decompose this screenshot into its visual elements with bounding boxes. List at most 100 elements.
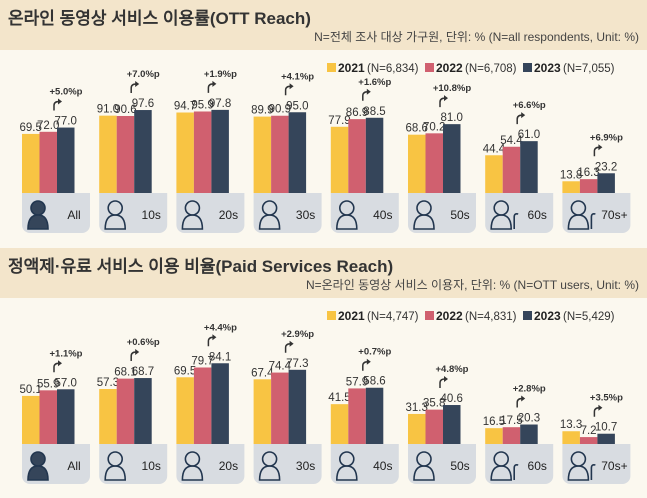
data-label: 57.3 <box>97 377 119 389</box>
category-label: 40s <box>373 459 392 473</box>
legend-swatch <box>327 63 336 72</box>
bar-2021 <box>485 155 503 193</box>
category-box <box>330 444 399 484</box>
category-box <box>485 444 554 484</box>
change-label: +1.6%p <box>358 77 391 88</box>
data-label: 7.2 <box>581 425 597 437</box>
data-label: 69.5 <box>20 122 42 134</box>
category-box <box>562 444 631 484</box>
bar-2022 <box>39 131 57 193</box>
change-arrowhead-icon <box>366 358 371 365</box>
data-label: 23.2 <box>595 161 617 173</box>
bar-2022 <box>579 437 598 444</box>
category-box <box>408 193 476 233</box>
icon-body <box>335 214 358 230</box>
icon-body <box>335 465 358 481</box>
icon-head <box>30 200 46 216</box>
change-arrowhead-icon <box>289 83 294 90</box>
legend-swatch <box>523 63 532 72</box>
data-label: 81.0 <box>441 112 463 124</box>
data-label: 50.1 <box>20 384 42 396</box>
data-label: 97.6 <box>132 98 154 110</box>
category-label: 30s <box>296 208 315 222</box>
change-arrowhead-icon <box>598 144 603 151</box>
bar-2021 <box>22 133 40 193</box>
change-arrowhead-icon <box>212 80 217 87</box>
data-label: 54.4 <box>500 135 523 147</box>
data-label: 17.5 <box>500 415 522 427</box>
legend-n: (N=4,831) <box>465 311 517 323</box>
legend-swatch <box>327 311 336 320</box>
legend-n: (N=6,708) <box>465 63 517 75</box>
change-arrowhead-icon <box>366 88 371 95</box>
data-label: 84.1 <box>209 351 231 363</box>
bar-2021 <box>485 428 503 444</box>
category-label: 10s <box>142 459 161 473</box>
data-label: 61.0 <box>518 129 540 141</box>
category-group-70s+: 70s+ 13.37.210.7 +3.5%p <box>560 393 631 484</box>
data-label: 55.9 <box>37 378 59 390</box>
category-label: 70s+ <box>601 208 627 222</box>
ott-reach-panel: 온라인 동영상 서비스 이용률(OTT Reach) N=전체 조사 대상 가구… <box>0 0 647 248</box>
bar-2021 <box>176 377 194 444</box>
change-arrowhead-icon <box>135 349 140 356</box>
category-group-All: All 69.572.077.0 +5.0%p <box>20 87 90 233</box>
change-arrowhead-icon <box>212 334 217 341</box>
change-label: +4.8%p <box>435 364 468 375</box>
person-filled-icon <box>27 200 49 230</box>
data-label: 95.0 <box>286 100 308 112</box>
legend-year: 2021 <box>338 309 365 323</box>
middle-aged-icon <box>335 451 358 481</box>
child-icon <box>104 451 127 481</box>
category-box <box>562 193 631 233</box>
change-label: +6.6%p <box>513 100 546 111</box>
bar-2022 <box>116 378 135 444</box>
bar-2023 <box>365 117 384 193</box>
category-label: 60s <box>528 459 547 473</box>
legend-year: 2023 <box>534 61 561 75</box>
legend-n: (N=4,747) <box>367 311 419 323</box>
data-label: 67.4 <box>251 367 274 379</box>
icon-body <box>27 214 49 230</box>
change-label: +7.0%p <box>127 69 160 80</box>
data-label: 88.5 <box>363 106 385 118</box>
bar-2023 <box>443 405 461 444</box>
data-label: 68.7 <box>132 366 154 378</box>
icon-body <box>181 214 204 230</box>
panel-header: 정액제·유료 서비스 이용 비율(Paid Services Reach) N=… <box>0 248 647 298</box>
bar-2021 <box>562 181 580 193</box>
child-icon <box>104 200 127 230</box>
bar-2023 <box>520 141 538 193</box>
data-label: 86.9 <box>346 107 368 119</box>
data-label: 68.1 <box>114 367 136 379</box>
category-group-40s: 40s 41.5 57.958.6 +0.7%p <box>328 347 399 484</box>
data-label: 74.4 <box>269 361 292 373</box>
data-label: 13.8 <box>560 169 582 181</box>
cane-icon <box>513 464 519 480</box>
category-box <box>253 193 322 233</box>
icon-body <box>258 214 281 230</box>
change-label: +4.1%p <box>281 71 314 82</box>
bar-2023 <box>520 424 538 444</box>
bar-2023 <box>597 173 615 193</box>
data-label: 58.6 <box>363 376 385 388</box>
data-label: 94.7 <box>174 101 196 113</box>
bar-2021 <box>253 379 272 444</box>
cane-icon <box>590 213 596 229</box>
data-label: 77.0 <box>55 116 77 128</box>
category-label: All <box>67 208 80 222</box>
change-label: +3.5%p <box>590 393 623 404</box>
bar-2022 <box>271 115 289 193</box>
data-label: 44.4 <box>483 143 506 155</box>
change-arrowhead-icon <box>444 376 448 383</box>
bar-2023 <box>57 389 75 444</box>
legend-year: 2023 <box>534 309 561 323</box>
bar-2021 <box>22 395 40 444</box>
icon-head <box>30 451 46 467</box>
icon-body <box>104 214 127 230</box>
category-box <box>176 444 245 484</box>
change-arrowhead-icon <box>289 340 294 347</box>
data-label: 16.3 <box>577 167 599 179</box>
change-label: +0.6%p <box>127 337 160 348</box>
category-label: 50s <box>450 208 469 222</box>
